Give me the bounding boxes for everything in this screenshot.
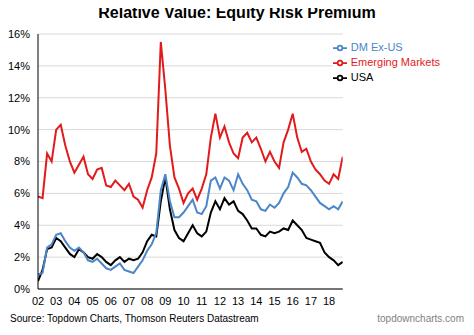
svg-text:8%: 8% <box>14 155 30 167</box>
html-text:Source: Topdown Charts, Thomso: Source: Topdown Charts, Thomson Reuters … <box>10 313 259 324</box>
svg-text:15: 15 <box>268 295 280 307</box>
svg-text:2%: 2% <box>14 251 30 263</box>
svg-text:6%: 6% <box>14 187 30 199</box>
svg-text:0%: 0% <box>14 283 30 295</box>
svg-text:16%: 16% <box>8 28 30 40</box>
svg-text:12%: 12% <box>8 92 30 104</box>
svg-text:11: 11 <box>196 295 207 307</box>
svg-text:08: 08 <box>141 295 153 307</box>
svg-text:13: 13 <box>232 295 244 307</box>
svg-text:17: 17 <box>305 295 317 307</box>
svg-text:18: 18 <box>323 295 335 307</box>
svg-text:05: 05 <box>86 295 98 307</box>
svg-text:06: 06 <box>105 295 117 307</box>
html-text:Emerging Markets: Emerging Markets <box>350 56 440 69</box>
svg-text:4%: 4% <box>14 219 30 231</box>
html-text:DM Ex-US: DM Ex-US <box>350 41 403 53</box>
svg-text:04: 04 <box>68 295 80 307</box>
svg-text:03: 03 <box>50 295 62 307</box>
svg-text:14%: 14% <box>8 60 30 72</box>
html-text:USA: USA <box>350 71 374 84</box>
svg-text:10: 10 <box>177 295 189 307</box>
svg-text:02: 02 <box>32 295 44 307</box>
svg-text:12: 12 <box>214 295 226 307</box>
svg-text:16: 16 <box>287 295 299 307</box>
svg-text:14: 14 <box>250 295 262 307</box>
svg-text:10%: 10% <box>8 124 30 136</box>
html-text:topdowncharts.com: topdowncharts.com <box>377 313 464 324</box>
html-text:Relative Value: Equity Risk Pr: Relative Value: Equity Risk Premium <box>98 4 376 21</box>
svg-text:07: 07 <box>123 295 135 307</box>
svg-text:09: 09 <box>159 295 171 307</box>
